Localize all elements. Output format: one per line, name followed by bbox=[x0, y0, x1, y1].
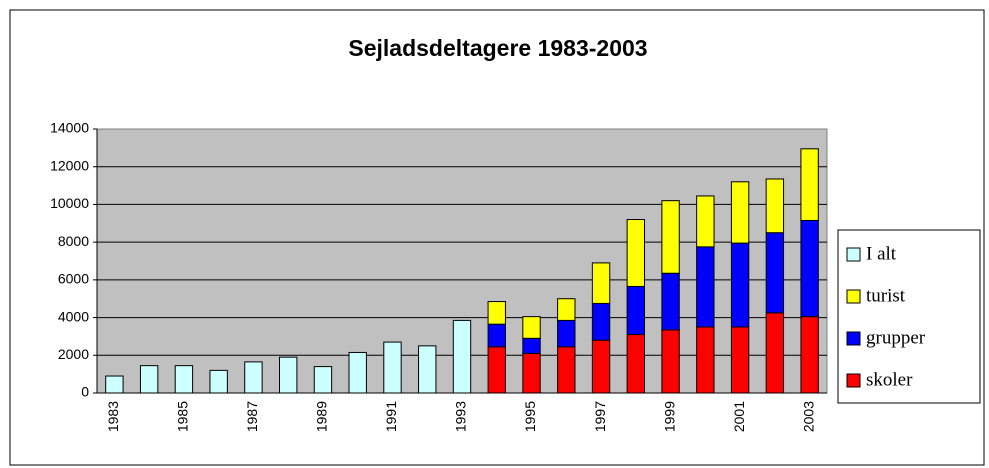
x-tick-label: 2001 bbox=[731, 401, 747, 432]
bar-segment bbox=[105, 375, 124, 394]
legend-swatch bbox=[846, 373, 861, 388]
bar-segment bbox=[313, 366, 333, 394]
legend-swatch bbox=[846, 331, 861, 346]
bar-segment bbox=[522, 316, 541, 339]
bar-segment bbox=[591, 262, 611, 304]
bar-segment bbox=[557, 346, 576, 394]
x-tick-label: 2003 bbox=[800, 401, 816, 432]
bar-segment bbox=[591, 339, 611, 394]
bar-segment bbox=[626, 334, 645, 394]
chart-title: Sejladsdeltagere 1983-2003 bbox=[348, 35, 647, 61]
bar-segment bbox=[661, 272, 680, 331]
bar-segment bbox=[244, 361, 263, 394]
x-tick-label: 1991 bbox=[383, 401, 399, 432]
legend-swatch bbox=[846, 247, 861, 262]
bar-segment bbox=[765, 178, 785, 234]
bar-segment bbox=[661, 329, 680, 394]
bar-segment bbox=[696, 246, 715, 328]
bar-segment bbox=[487, 346, 506, 394]
bar-segment bbox=[800, 316, 819, 394]
bar-segment bbox=[487, 301, 506, 325]
y-tick-label: 0 bbox=[81, 384, 89, 400]
bar-segment bbox=[487, 323, 506, 348]
legend-label: turist bbox=[866, 285, 906, 306]
bar-segment bbox=[661, 200, 680, 274]
bar-segment bbox=[383, 341, 402, 394]
bar-segment bbox=[591, 302, 611, 341]
bar-segment bbox=[139, 365, 159, 394]
bar-segment bbox=[800, 148, 819, 221]
bar-segment bbox=[765, 312, 785, 394]
bar-segment bbox=[800, 219, 819, 318]
bar-segment bbox=[696, 195, 715, 248]
bar-segment bbox=[418, 345, 437, 394]
y-tick-label: 14000 bbox=[50, 120, 89, 136]
bar-segment bbox=[730, 181, 750, 244]
legend-label: I alt bbox=[866, 243, 897, 264]
bar-segment bbox=[452, 319, 472, 394]
y-tick-label: 10000 bbox=[50, 195, 89, 211]
y-tick-label: 2000 bbox=[58, 346, 89, 362]
x-tick-label: 1993 bbox=[453, 401, 469, 432]
x-tick-label: 1999 bbox=[661, 401, 677, 432]
legend-label: skoler bbox=[866, 369, 913, 390]
x-tick-label: 1985 bbox=[175, 401, 191, 432]
y-tick-label: 6000 bbox=[58, 271, 89, 287]
bar-segment bbox=[696, 326, 715, 394]
bar-segment bbox=[730, 326, 750, 394]
x-tick-label: 1987 bbox=[244, 401, 260, 432]
bar-segment bbox=[626, 219, 645, 287]
x-tick-label: 1989 bbox=[314, 401, 330, 432]
bar-segment bbox=[765, 232, 785, 314]
bar-segment bbox=[522, 337, 541, 354]
legend bbox=[837, 229, 981, 404]
bar-segment bbox=[279, 356, 298, 394]
bar-segment bbox=[348, 351, 367, 394]
y-tick-label: 12000 bbox=[50, 157, 89, 173]
bar-segment bbox=[730, 242, 750, 328]
bar-segment bbox=[174, 365, 194, 394]
legend-swatch bbox=[846, 289, 861, 304]
y-tick-label: 4000 bbox=[58, 308, 89, 324]
x-tick-label: 1995 bbox=[522, 401, 538, 432]
legend-label: grupper bbox=[866, 327, 926, 348]
bar-segment bbox=[557, 298, 576, 321]
x-tick-label: 1997 bbox=[592, 401, 608, 432]
bar-segment bbox=[626, 285, 645, 336]
bar-segment bbox=[209, 369, 228, 394]
bar-segment bbox=[557, 319, 576, 348]
y-tick-label: 8000 bbox=[58, 233, 89, 249]
x-tick-label: 1983 bbox=[105, 401, 121, 432]
bar-segment bbox=[522, 352, 541, 394]
